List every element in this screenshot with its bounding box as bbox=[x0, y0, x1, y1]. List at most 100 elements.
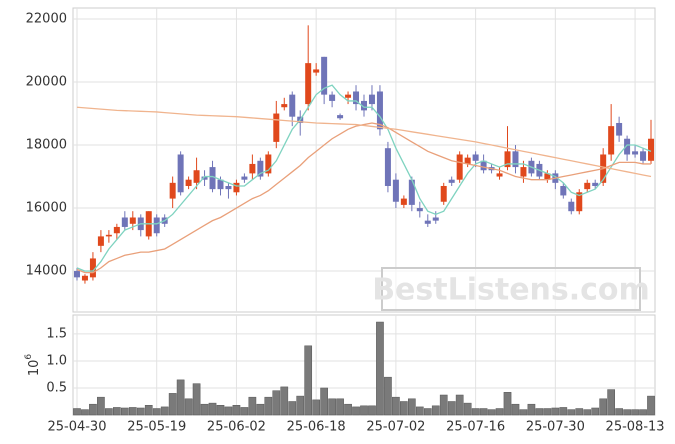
unit-exponent: 6 bbox=[24, 354, 34, 360]
candle-body bbox=[177, 154, 184, 193]
volume-bar bbox=[248, 396, 257, 416]
x-tick-label: 25-06-02 bbox=[207, 420, 266, 435]
volume-unit: 106 bbox=[24, 354, 42, 377]
volume-bar bbox=[360, 405, 368, 416]
candle-body bbox=[408, 179, 415, 205]
candle-body bbox=[105, 234, 112, 237]
candle-body bbox=[608, 126, 615, 155]
volume-bar bbox=[439, 394, 448, 416]
volume-bar bbox=[471, 408, 480, 416]
candle-body bbox=[73, 271, 80, 278]
volume-bar bbox=[599, 398, 608, 416]
y-tick-label: 0.5 bbox=[46, 380, 67, 395]
candle-body bbox=[520, 167, 527, 177]
candle-body bbox=[400, 198, 407, 205]
x-tick-label: 25-07-16 bbox=[446, 420, 505, 435]
volume-bar bbox=[280, 386, 289, 416]
y-tick-label: 20000 bbox=[26, 75, 67, 90]
volume-bar bbox=[208, 402, 217, 416]
candle-body bbox=[209, 167, 216, 190]
candle-body bbox=[632, 151, 639, 155]
volume-bar bbox=[591, 407, 600, 416]
candle-body bbox=[225, 185, 232, 190]
candle-body bbox=[568, 201, 575, 212]
candle-body bbox=[129, 217, 136, 224]
volume-bar bbox=[527, 403, 536, 416]
y-tick-label: 22000 bbox=[26, 12, 67, 27]
volume-bar bbox=[400, 401, 408, 416]
y-tick-label: 16000 bbox=[26, 201, 67, 216]
unit-base: 10 bbox=[27, 360, 42, 377]
y-tick-label: 1.5 bbox=[46, 326, 67, 341]
volume-bar bbox=[184, 398, 193, 416]
volume-bar bbox=[224, 406, 233, 416]
volume-bar bbox=[272, 390, 281, 416]
volume-bar bbox=[463, 402, 472, 416]
volume-bar bbox=[423, 408, 432, 416]
volume-bar bbox=[392, 396, 400, 416]
candle-body bbox=[329, 94, 336, 101]
volume-bar bbox=[647, 395, 655, 416]
candle-body bbox=[345, 94, 352, 98]
volume-bar bbox=[152, 408, 161, 416]
candle-body bbox=[392, 179, 399, 202]
volume-bar bbox=[105, 408, 113, 416]
x-tick-label: 25-05-19 bbox=[127, 420, 186, 435]
y-tick-label: 1.0 bbox=[46, 353, 67, 368]
volume-bar bbox=[447, 401, 456, 416]
candle-body bbox=[432, 217, 439, 221]
candle-body bbox=[289, 94, 296, 117]
candle-body bbox=[576, 192, 583, 212]
volume-bar bbox=[216, 405, 225, 416]
volume-bar bbox=[415, 406, 424, 416]
candle-body bbox=[193, 170, 200, 183]
candle-body bbox=[313, 69, 320, 73]
candle-body bbox=[496, 173, 503, 177]
candle-body bbox=[305, 63, 312, 105]
volume-bar bbox=[89, 403, 97, 416]
price-frame bbox=[72, 7, 656, 313]
volume-bar bbox=[328, 398, 336, 416]
volume-bar bbox=[455, 394, 464, 416]
y-tick-label: 18000 bbox=[26, 138, 67, 153]
candle-body bbox=[472, 154, 479, 161]
x-tick-label: 25-07-30 bbox=[526, 420, 585, 435]
volume-bar bbox=[304, 345, 313, 416]
moving-average-line bbox=[76, 84, 652, 272]
volume-bar bbox=[352, 406, 360, 416]
candle-body bbox=[584, 182, 591, 190]
candle-body bbox=[337, 115, 344, 119]
volume-bar bbox=[631, 409, 639, 416]
volume-bar bbox=[431, 405, 440, 416]
volume-bar bbox=[495, 408, 504, 416]
volume-bar bbox=[368, 405, 376, 416]
candle-body bbox=[512, 151, 519, 168]
candle-body bbox=[121, 217, 128, 227]
volume-bar bbox=[344, 403, 352, 416]
x-tick-label: 25-08-13 bbox=[606, 420, 665, 435]
volume-bar bbox=[320, 387, 328, 416]
candle-body bbox=[217, 179, 224, 190]
watermark: BestListens.com bbox=[372, 273, 650, 308]
volume-bar bbox=[73, 408, 81, 416]
volume-bar bbox=[551, 407, 560, 416]
candle-body bbox=[544, 173, 551, 180]
candle-body bbox=[376, 91, 383, 130]
candle-body bbox=[448, 179, 455, 183]
candle-body bbox=[368, 94, 375, 105]
y-tick-label: 14000 bbox=[26, 264, 67, 279]
candle-body bbox=[281, 104, 288, 108]
volume-bar bbox=[264, 396, 273, 416]
candle-body bbox=[321, 56, 328, 95]
candle-body bbox=[201, 176, 208, 180]
volume-bar bbox=[575, 408, 584, 416]
volume-bar bbox=[97, 396, 105, 416]
candle-body bbox=[353, 91, 360, 105]
volume-bar bbox=[479, 408, 488, 416]
volume-bar bbox=[519, 409, 528, 416]
candle-body bbox=[169, 182, 176, 199]
candle-body bbox=[384, 148, 391, 186]
moving-average-line bbox=[76, 106, 652, 178]
candle-body bbox=[416, 208, 423, 212]
